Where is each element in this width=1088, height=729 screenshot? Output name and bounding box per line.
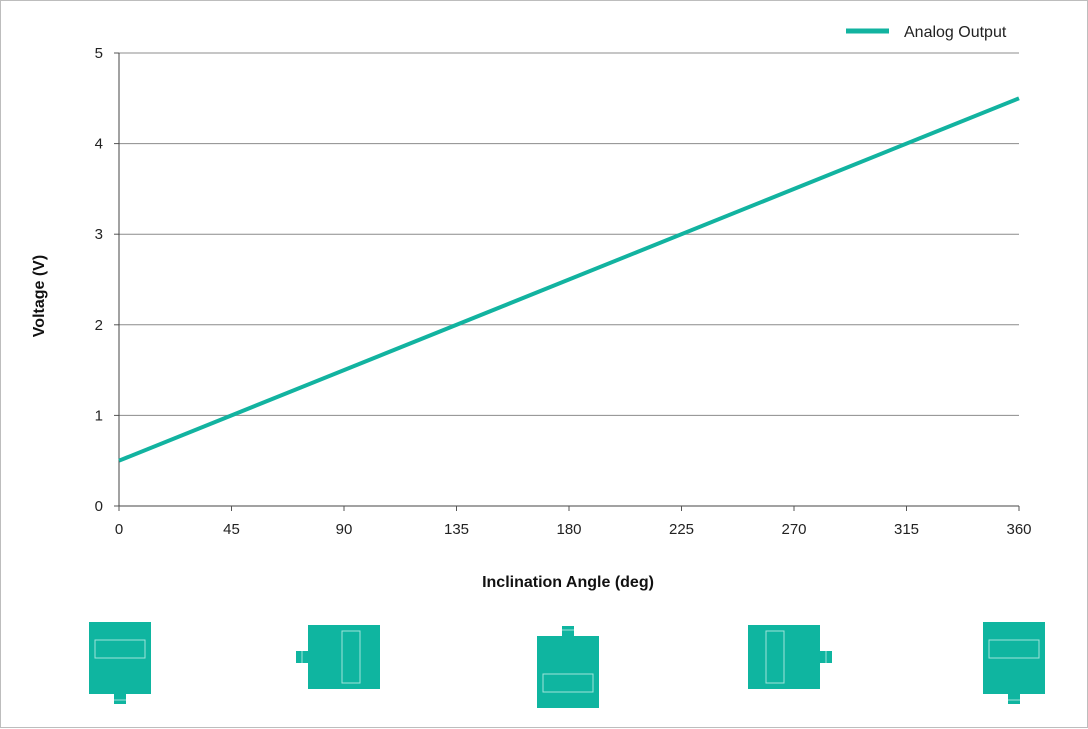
y-tick-label: 5: [95, 45, 103, 62]
legend: Analog Output: [846, 24, 1007, 41]
x-tick-label: 315: [894, 521, 919, 538]
sensor-pin-bottom-icon: [983, 622, 1045, 704]
x-tick-label: 360: [1006, 521, 1031, 538]
sensor-body: [537, 636, 599, 708]
y-tick-label: 3: [95, 226, 103, 243]
x-axis-title: Inclination Angle (deg): [482, 574, 654, 591]
y-tick-label: 0: [95, 498, 103, 515]
x-tick-label: 90: [336, 521, 353, 538]
connector-pin: [114, 694, 126, 704]
sensor-pin-left-icon: [296, 625, 380, 689]
sensor-window: [542, 673, 594, 693]
x-tick-label: 180: [556, 521, 581, 538]
x-tick-label: 45: [223, 521, 240, 538]
x-tick-label: 135: [444, 521, 469, 538]
y-tick-label: 4: [95, 136, 103, 153]
grid-layer: [119, 52, 1019, 416]
sensor-window: [988, 639, 1040, 659]
orientation-icons: [89, 622, 1045, 708]
series-line-analog-output: [118, 96, 1020, 463]
sensor-window: [341, 630, 361, 684]
connector-pin: [562, 626, 574, 636]
x-tick-label: 225: [669, 521, 694, 538]
sensor-pin-top-icon: [537, 626, 599, 708]
y-axis-title: Voltage (V): [31, 255, 48, 337]
connector-pin: [1008, 694, 1020, 704]
sensor-body: [308, 625, 380, 689]
sensor-window: [765, 630, 785, 684]
sensor-window: [94, 639, 146, 659]
x-tick-label: 270: [781, 521, 806, 538]
sensor-pin-right-icon: [748, 625, 832, 689]
x-tick-label: 0: [115, 521, 123, 538]
series-layer: [118, 96, 1020, 463]
sensor-pin-bottom-icon: [89, 622, 151, 704]
y-tick-label: 2: [95, 317, 103, 334]
y-tick-label: 1: [95, 407, 103, 424]
legend-label: Analog Output: [904, 24, 1007, 41]
